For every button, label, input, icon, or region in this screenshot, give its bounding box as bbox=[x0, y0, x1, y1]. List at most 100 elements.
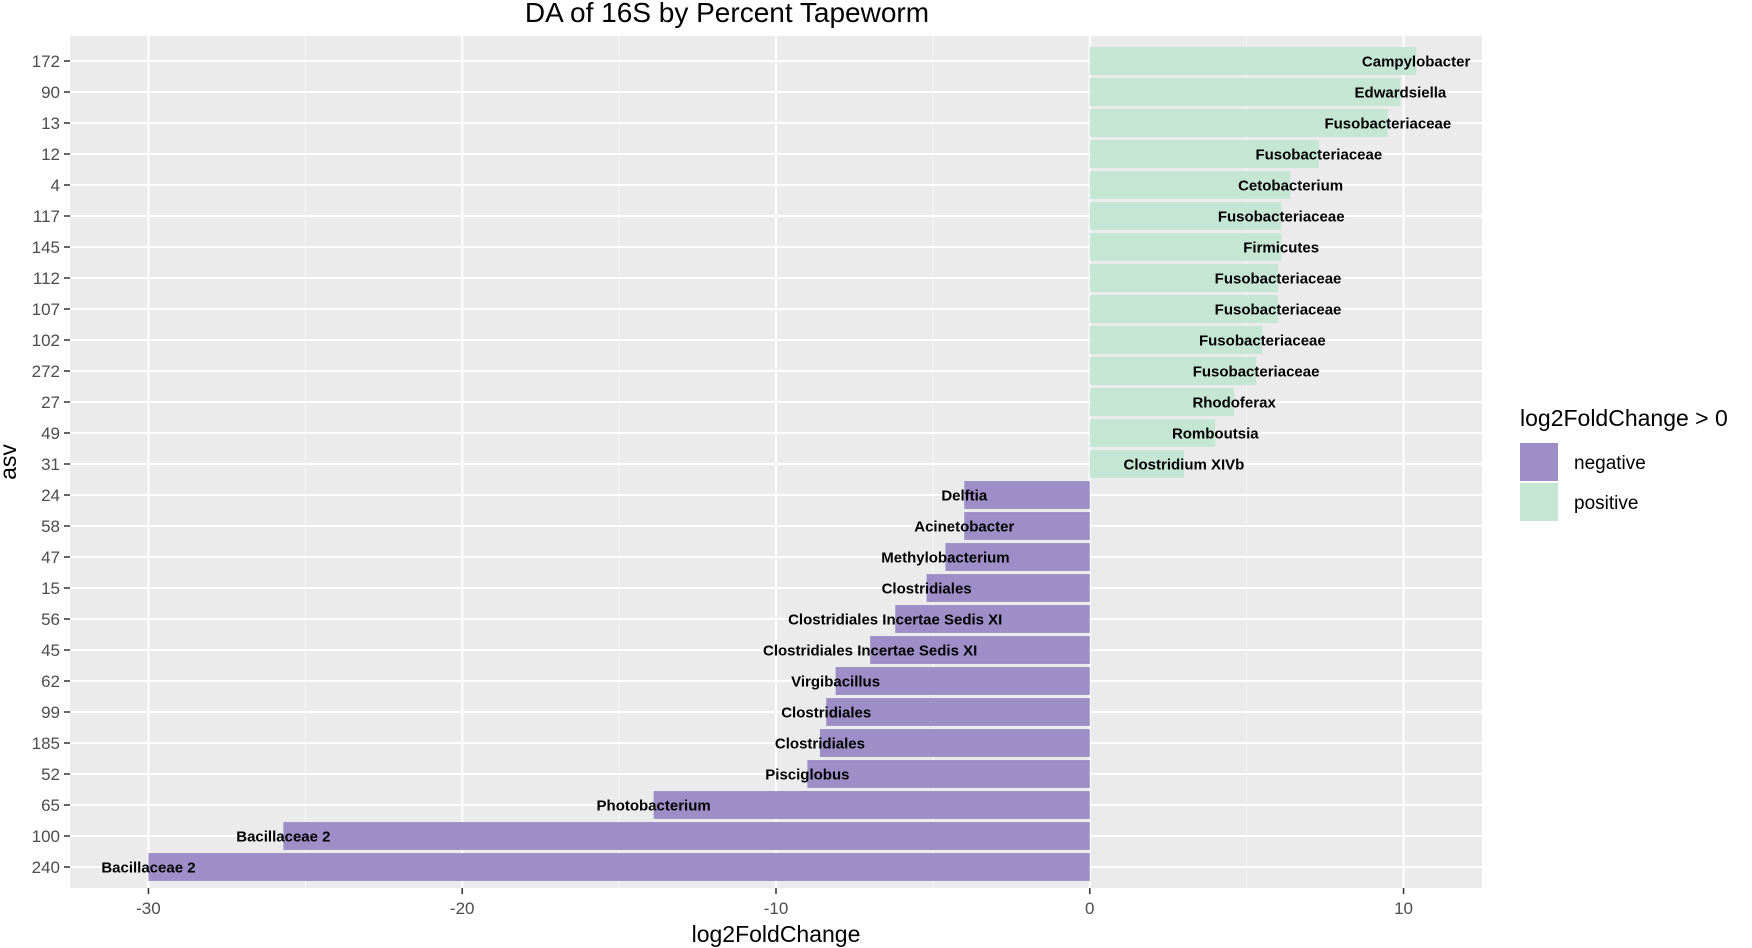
y-tick-label: 58 bbox=[41, 517, 60, 536]
bar-label-asv-62: Virgibacillus bbox=[791, 674, 880, 691]
x-tick-label: 10 bbox=[1394, 899, 1413, 918]
bar-label-asv-112: Fusobacteriaceae bbox=[1215, 271, 1342, 288]
bar-asv-102 bbox=[1089, 326, 1263, 354]
y-tick-label: 272 bbox=[32, 362, 60, 381]
bar-label-asv-15: Clostridiales bbox=[882, 581, 972, 598]
bar-asv-24 bbox=[964, 481, 1090, 509]
x-tick-label: -20 bbox=[450, 899, 475, 918]
x-tick-label: -10 bbox=[764, 899, 789, 918]
legend-title: log2FoldChange > 0 bbox=[1520, 405, 1728, 431]
y-tick-label: 112 bbox=[33, 269, 60, 288]
y-tick-label: 62 bbox=[41, 672, 60, 691]
bar-asv-15 bbox=[926, 574, 1090, 602]
bar-label-asv-172: Campylobacter bbox=[1362, 54, 1471, 71]
y-tick-label: 27 bbox=[41, 393, 60, 412]
x-axis: -30 -20 -10 0 10 bbox=[136, 888, 1413, 918]
y-tick-label: 172 bbox=[32, 52, 60, 71]
y-tick-label: 52 bbox=[41, 765, 60, 784]
y-tick-label: 47 bbox=[41, 548, 60, 567]
legend-swatch-negative bbox=[1520, 443, 1558, 481]
bar-asv-112 bbox=[1089, 264, 1279, 292]
bar-labels: Campylobacter Edwardsiella Fusobacteriacea… bbox=[101, 54, 1470, 877]
bar-asv-240 bbox=[148, 853, 1090, 881]
y-tick-label: 185 bbox=[32, 734, 60, 753]
y-tick-label: 24 bbox=[41, 486, 60, 505]
y-tick-label: 145 bbox=[32, 238, 60, 257]
bar-label-asv-4: Cetobacterium bbox=[1238, 178, 1343, 195]
bar-asv-47 bbox=[945, 543, 1090, 571]
bar-label-asv-185: Clostridiales bbox=[775, 736, 865, 753]
bar-asv-90 bbox=[1089, 78, 1401, 106]
bars bbox=[148, 47, 1417, 881]
bar-label-asv-58: Acinetobacter bbox=[914, 519, 1014, 536]
bar-label-asv-272: Fusobacteriaceae bbox=[1193, 364, 1320, 381]
bar-asv-49 bbox=[1089, 419, 1216, 447]
bar-label-asv-99: Clostridiales bbox=[781, 705, 871, 722]
legend-label-positive: positive bbox=[1574, 493, 1638, 514]
bar-label-asv-31: Clostridium XIVb bbox=[1123, 457, 1244, 474]
bar-label-asv-102: Fusobacteriaceae bbox=[1199, 333, 1326, 350]
bar-asv-52 bbox=[807, 760, 1090, 788]
y-tick-label: 102 bbox=[32, 331, 60, 350]
bar-label-asv-49: Romboutsia bbox=[1172, 426, 1259, 443]
bar-asv-107 bbox=[1089, 295, 1279, 323]
bar-label-asv-65: Photobacterium bbox=[597, 798, 711, 815]
bar-asv-58 bbox=[964, 512, 1090, 540]
bar-asv-172 bbox=[1089, 47, 1417, 75]
bar-label-asv-107: Fusobacteriaceae bbox=[1215, 302, 1342, 319]
bar-asv-13 bbox=[1089, 109, 1388, 137]
y-tick-label: 117 bbox=[33, 207, 60, 226]
legend-label-negative: negative bbox=[1574, 453, 1646, 474]
legend-swatch-positive bbox=[1520, 483, 1558, 521]
bar-label-asv-13: Fusobacteriaceae bbox=[1324, 116, 1451, 133]
bar-asv-27 bbox=[1089, 388, 1235, 416]
bar-asv-56 bbox=[895, 605, 1090, 633]
bar-asv-12 bbox=[1089, 140, 1319, 168]
chart-title: DA of 16S by Percent Tapeworm bbox=[525, 0, 929, 28]
y-tick-label: 240 bbox=[32, 858, 60, 877]
bar-asv-45 bbox=[870, 636, 1090, 664]
y-tick-label: 12 bbox=[41, 145, 60, 164]
y-tick-label: 13 bbox=[41, 114, 60, 133]
bar-label-asv-100: Bacillaceae 2 bbox=[236, 829, 330, 846]
y-tick-label: 65 bbox=[41, 796, 60, 815]
x-axis-title: log2FoldChange bbox=[692, 921, 861, 947]
bar-label-asv-145: Firmicutes bbox=[1243, 240, 1319, 257]
legend: log2FoldChange > 0 negative positive bbox=[1520, 405, 1728, 521]
bar-asv-62 bbox=[835, 667, 1090, 695]
bar-asv-117 bbox=[1089, 202, 1282, 230]
y-tick-label: 45 bbox=[41, 641, 60, 660]
bar-label-asv-45: Clostridiales Incertae Sedis XI bbox=[763, 643, 977, 660]
bar-asv-4 bbox=[1089, 171, 1291, 199]
y-axis-title: asv bbox=[0, 444, 21, 480]
y-tick-label: 107 bbox=[32, 300, 60, 319]
bar-asv-100 bbox=[283, 822, 1090, 850]
bar-asv-145 bbox=[1089, 233, 1282, 261]
bar-label-asv-47: Methylobacterium bbox=[881, 550, 1009, 567]
bar-asv-185 bbox=[819, 729, 1090, 757]
y-tick-label: 56 bbox=[41, 610, 60, 629]
y-tick-label: 4 bbox=[51, 176, 60, 195]
bar-label-asv-27: Rhodoferax bbox=[1192, 395, 1276, 412]
bar-label-asv-240: Bacillaceae 2 bbox=[101, 860, 195, 877]
y-axis: 172 90 13 12 4 117 145 112 107 102 272 27 49 31 24 58 47… bbox=[32, 52, 70, 877]
y-tick-label: 90 bbox=[41, 83, 60, 102]
y-tick-label: 49 bbox=[41, 424, 60, 443]
bar-label-asv-24: Delftia bbox=[941, 488, 988, 505]
bar-label-asv-52: Pisciglobus bbox=[765, 767, 849, 784]
bar-asv-272 bbox=[1089, 357, 1257, 385]
x-tick-label: 0 bbox=[1085, 899, 1094, 918]
y-tick-label: 15 bbox=[41, 579, 60, 598]
y-tick-label: 31 bbox=[41, 455, 60, 474]
x-tick-label: -30 bbox=[136, 899, 161, 918]
bar-asv-65 bbox=[653, 791, 1090, 819]
bar-asv-99 bbox=[826, 698, 1090, 726]
y-tick-label: 100 bbox=[32, 827, 60, 846]
bar-label-asv-12: Fusobacteriaceae bbox=[1255, 147, 1382, 164]
bar-label-asv-56: Clostridiales Incertae Sedis XI bbox=[788, 612, 1002, 629]
bar-asv-31 bbox=[1089, 450, 1184, 478]
bar-label-asv-90: Edwardsiella bbox=[1355, 85, 1447, 102]
y-tick-label: 99 bbox=[41, 703, 60, 722]
bar-label-asv-117: Fusobacteriaceae bbox=[1218, 209, 1345, 226]
